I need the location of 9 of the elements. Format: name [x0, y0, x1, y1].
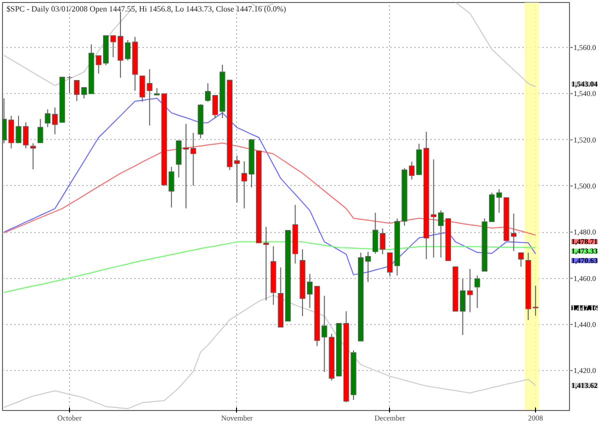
- candlestick: [205, 82, 211, 102]
- line-series: [3, 98, 536, 276]
- candlestick: [518, 252, 524, 268]
- line-series: [3, 294, 536, 410]
- candlestick: [474, 275, 480, 309]
- candlestick: [30, 142, 36, 170]
- candlestick: [38, 118, 44, 144]
- chart-title: $SPC - Daily 03/01/2008 Open 1447.55, Hi 1456.8, Lo 1443.73, Close 1447.16 (0.0%): [6, 4, 286, 14]
- line-series: [3, 142, 536, 236]
